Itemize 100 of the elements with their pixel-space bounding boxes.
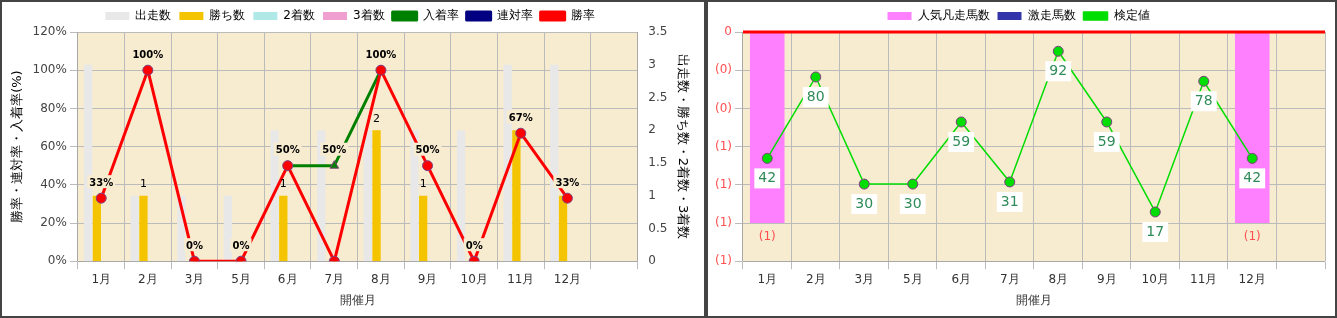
legend-label: 検定値 [1113,8,1150,23]
legend-label: 連対率 [496,8,533,23]
bar [139,195,148,262]
x-tick-label: 6月 [277,271,298,286]
point [1004,176,1016,188]
data-label: 50% [415,144,440,156]
data-label: 42 [1243,169,1262,186]
x-tick-label: 6月 [951,271,972,286]
x-tick-label: 9月 [1096,271,1117,286]
data-label: 1 [279,177,287,191]
point [329,160,340,169]
y-tick-label: 0% [47,253,67,268]
point [761,152,773,164]
point [515,127,527,139]
x-tick-label: 12月 [1238,271,1266,286]
y-tick-label: 80% [40,100,67,115]
bar [223,195,233,262]
legend-label: 2着数 [283,8,316,23]
data-label: 17 [1146,222,1165,239]
data-label: 50% [322,144,347,156]
y-tick-label: (1) [715,253,732,268]
legend-label: 入着率 [422,8,459,23]
x-tick-label: 11月 [1190,271,1218,286]
legend-label: 勝率 [570,8,595,23]
data-label: 0% [185,239,203,251]
y-tick-label: (0) [715,62,732,77]
bar [456,130,466,262]
bar [92,195,101,262]
bar [279,195,288,262]
x-tick-label: 7月 [324,271,345,286]
x-axis-title: 開催月 [1016,292,1052,307]
y2-tick-label: 0 [648,253,656,268]
data-label: 42 [758,169,777,186]
data-label: 33% [555,176,580,188]
data-label: 0% [465,239,483,251]
x-tick-label: 5月 [231,271,251,286]
data-label: 0% [232,239,250,251]
y2-tick-label: 0.5 [648,220,668,235]
data-label: 100% [365,48,397,60]
data-label: 80 [806,87,825,104]
data-label: 92 [1049,61,1068,78]
y-tick-label: (1) [715,215,732,230]
legend-label: 人気凡走馬数 [917,8,990,23]
point [1052,45,1064,57]
y-tick-label: 20% [40,215,67,230]
data-label: (1) [758,229,776,244]
point [95,192,107,204]
x-tick-label: 1月 [91,271,112,286]
x-tick-label: 11月 [507,271,535,286]
bar [130,195,139,262]
x-tick-label: 9月 [417,271,438,286]
point [422,160,434,172]
data-label: 59 [952,132,971,149]
x-axis-title: 開催月 [339,292,376,307]
y-tick-label: (1) [715,176,732,191]
data-label: (1) [1243,229,1261,244]
point [1246,152,1258,164]
data-label: 33% [89,176,114,188]
x-tick-label: 12月 [553,271,582,286]
bar [512,130,521,262]
data-label: 1 [419,177,427,191]
x-tick-label: 10月 [1141,271,1169,286]
y-tick-label: 40% [40,176,67,191]
point [1198,75,1210,87]
x-tick-label: 7月 [999,271,1020,286]
x-tick-label: 3月 [184,271,205,286]
data-label: 30 [903,194,922,211]
point [810,71,822,83]
data-label: 1 [139,177,147,191]
data-label: 67% [508,111,533,123]
bar [558,195,568,262]
point [907,178,919,190]
data-label: 78 [1194,91,1213,108]
y2-axis-title: 出走数・勝ち数・2着数・3着数 [675,53,691,240]
x-tick-label: 10月 [460,271,488,286]
data-label: 2 [373,111,381,125]
point [561,192,573,204]
data-label: 30 [855,194,874,211]
x-tick-label: 1月 [757,271,778,286]
y-tick-label: 100% [32,62,67,77]
legend-label: 勝ち数 [209,8,246,23]
y2-tick-label: 1 [648,187,656,202]
y-tick-label: 60% [40,138,67,153]
x-tick-label: 3月 [854,271,875,286]
point [955,116,967,128]
point [1149,206,1161,218]
x-tick-label: 2月 [805,271,826,286]
y-tick-label: (0) [715,100,732,115]
point [1101,116,1113,128]
legend-label: 3着数 [353,8,385,23]
bar [419,195,428,262]
x-tick-label: 8月 [371,271,391,286]
y-tick-label: 120% [32,24,67,39]
data-label: 50% [275,144,300,156]
y-tick-label: (1) [715,138,732,153]
y2-tick-label: 1.5 [648,155,668,170]
y2-tick-label: 2 [648,122,656,137]
y2-tick-label: 2.5 [648,89,668,104]
data-label: 31 [1000,192,1019,209]
bar [372,130,381,262]
